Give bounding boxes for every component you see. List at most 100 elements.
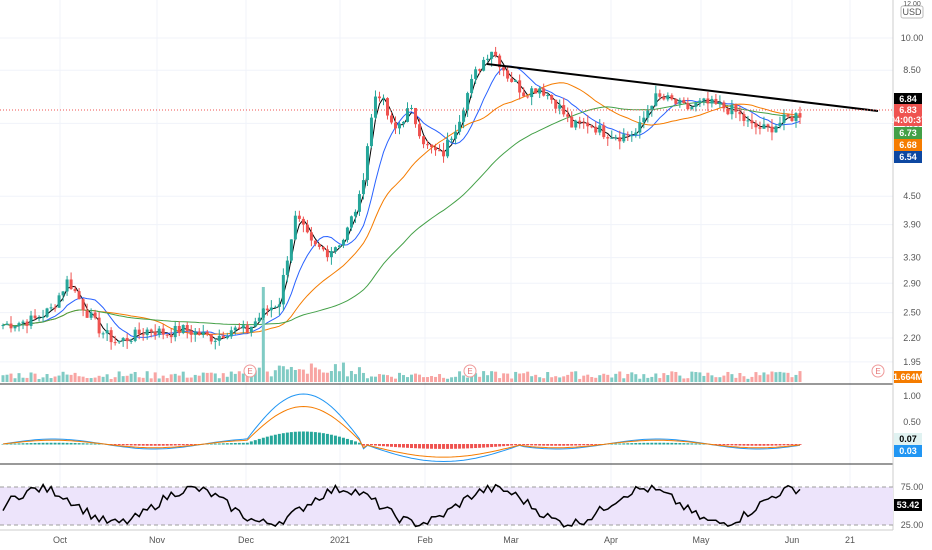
- candle-body: [690, 106, 694, 110]
- price-badge-bg: [894, 104, 922, 116]
- candle-body: [706, 98, 710, 104]
- macd-histogram-bar: [145, 444, 149, 446]
- macd-histogram-bar: [422, 444, 426, 449]
- volume-bar: [253, 370, 257, 382]
- candle-body: [145, 329, 149, 336]
- volume-bar: [29, 372, 33, 382]
- time-tick-label: Feb: [417, 535, 433, 545]
- candle-body: [770, 126, 774, 133]
- candle-body: [49, 307, 53, 309]
- candle-body: [357, 194, 361, 212]
- candle-body: [466, 93, 470, 111]
- moving-average-line: [2, 101, 801, 327]
- volume-bar: [470, 375, 474, 382]
- volume-bar: [241, 373, 245, 382]
- price-badge: 6.84: [899, 94, 917, 104]
- volume-bar: [678, 375, 682, 382]
- macd-histogram-bar: [29, 443, 33, 445]
- candle-body: [654, 93, 658, 106]
- volume-bar: [586, 374, 590, 382]
- macd-histogram-bar: [37, 442, 41, 445]
- volume-bar: [217, 378, 221, 382]
- macd-histogram-bar: [722, 444, 726, 446]
- macd-histogram-bar: [165, 444, 169, 446]
- volume-bar: [301, 369, 305, 382]
- macd-histogram-bar: [253, 440, 257, 445]
- candle-body: [482, 59, 486, 71]
- macd-histogram-bar: [301, 431, 305, 445]
- time-tick-label: Dec: [238, 535, 255, 545]
- macd-histogram-bar: [550, 444, 554, 446]
- candle-body: [678, 99, 682, 104]
- volume-bar: [9, 373, 13, 382]
- macd-histogram-bar: [758, 444, 762, 446]
- candle-body: [438, 150, 442, 152]
- candle-body: [474, 69, 478, 79]
- macd-histogram-bar: [566, 444, 570, 446]
- macd-histogram-bar: [670, 442, 674, 445]
- volume-bar: [746, 378, 750, 382]
- earnings-marker-label: E: [875, 367, 880, 376]
- macd-histogram-bar: [337, 436, 341, 445]
- macd-histogram-bar: [478, 444, 482, 448]
- candle-body: [349, 216, 353, 228]
- price-badge: 6.68: [899, 140, 917, 150]
- candle-body: [85, 310, 89, 318]
- volume-bar: [145, 371, 149, 382]
- candle-body: [494, 51, 498, 56]
- volume-bar: [786, 372, 790, 382]
- candle-body: [694, 102, 698, 107]
- volume-bar: [622, 378, 626, 382]
- volume-bar: [45, 374, 49, 382]
- macd-pane[interactable]: [1, 393, 802, 463]
- macd-histogram-bar: [690, 443, 694, 445]
- volume-bar: [526, 371, 530, 382]
- volume-bar: [233, 373, 237, 382]
- candle-body: [550, 95, 554, 100]
- macd-histogram-bar: [658, 442, 662, 445]
- macd-histogram-bar: [766, 444, 770, 446]
- volume-bar: [21, 377, 25, 382]
- volume-bar: [546, 372, 550, 382]
- macd-histogram-bar: [530, 444, 534, 446]
- candle-body: [538, 88, 542, 94]
- volume-bar: [670, 371, 674, 382]
- macd-histogram-bar: [189, 444, 193, 445]
- volume-bar: [522, 373, 526, 382]
- macd-histogram-bar: [1, 444, 5, 445]
- rsi-badge-bg: [894, 499, 922, 511]
- volume-bar: [402, 375, 406, 382]
- volume-bar: [714, 377, 718, 382]
- candle-body: [498, 55, 502, 68]
- candle-body: [710, 98, 714, 104]
- candle-body: [446, 139, 450, 157]
- trendline[interactable]: [486, 63, 879, 112]
- macd-histogram-bar: [341, 437, 345, 445]
- candle-body: [201, 331, 205, 336]
- macd-histogram-bar: [502, 444, 506, 447]
- volume-bar: [482, 371, 486, 382]
- time-tick-label: 21: [845, 535, 855, 545]
- volume-bar: [213, 373, 217, 382]
- candle-body: [365, 146, 369, 181]
- volume-bar: [129, 373, 133, 382]
- candle-body: [606, 137, 610, 139]
- volume-bar: [614, 373, 618, 382]
- volume-bar: [97, 375, 101, 382]
- macd-histogram-bar: [686, 443, 690, 445]
- macd-tick-label: 0.50: [903, 417, 921, 427]
- macd-histogram-bar: [97, 443, 101, 445]
- macd-histogram-bar: [57, 442, 61, 445]
- macd-histogram-bar: [418, 444, 422, 449]
- volume-bar: [357, 367, 361, 382]
- rsi-line: [2, 483, 801, 528]
- macd-histogram-bar: [434, 444, 438, 449]
- volume-bar: [373, 376, 377, 382]
- volume-bar: [474, 373, 478, 382]
- candle-body: [778, 122, 782, 127]
- volume-bar: [426, 377, 430, 382]
- candle-body: [750, 120, 754, 124]
- rsi-pane[interactable]: [0, 483, 893, 528]
